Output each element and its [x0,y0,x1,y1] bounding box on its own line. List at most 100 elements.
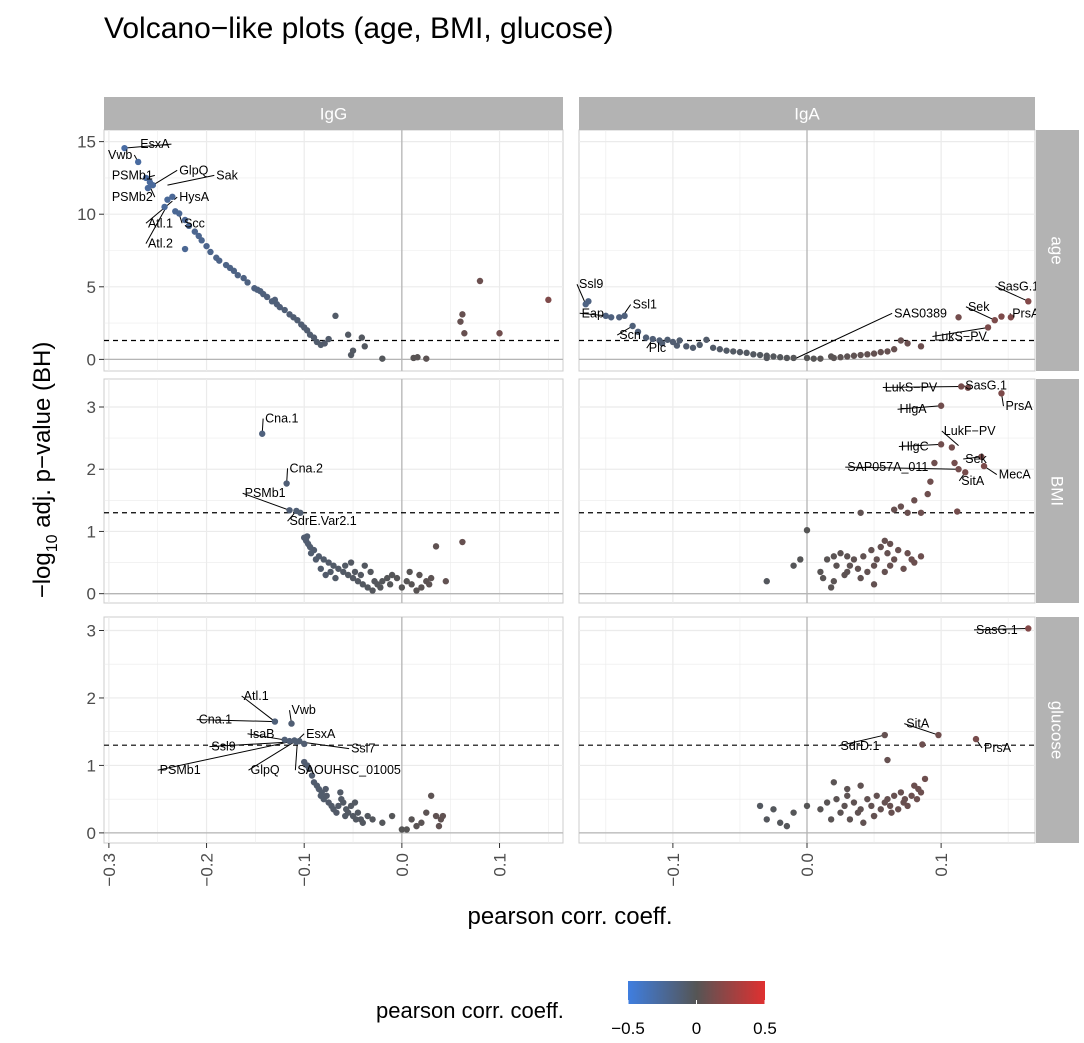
strip-label-iga: IgA [794,105,820,124]
data-point [937,402,945,409]
data-point [317,792,325,799]
leader-Atl.1 [145,200,173,224]
point-label-Scc: Scc [184,216,205,230]
data-point [325,559,332,566]
data-point [844,553,851,560]
data-point [181,245,189,253]
strip-glucose [1036,617,1079,843]
data-point [881,731,888,739]
data-point [240,274,247,282]
data-point [803,354,811,362]
data-point [332,312,339,320]
data-point [901,795,909,803]
point-label-SdrD.1: SdrD.1 [841,739,880,753]
data-point [763,578,770,585]
y-tick-label: 2 [87,689,96,708]
strip-label-age: age [1048,236,1067,264]
data-point [841,802,848,810]
data-point [349,574,357,582]
data-point [844,785,851,793]
x-tick-label: −0.1 [664,853,683,887]
data-point [207,248,214,256]
data-point [854,565,862,572]
data-point [352,816,360,823]
data-point [426,581,433,588]
data-point [736,348,744,356]
data-point [924,490,931,498]
data-point [857,351,864,359]
data-point [142,174,150,182]
data-point [386,581,394,588]
points [271,718,447,833]
data-point [857,574,864,582]
data-point [884,348,891,355]
data-point [276,303,283,311]
y-tick-label: 15 [77,133,96,152]
panel-igg-glucose: Atl.1 Vwb Cna.1 IsaB EsxA Ssl9 Ssl7 PSMb1 GlpQ SA… [87,616,564,887]
data-point [369,587,376,594]
data-point [288,720,295,727]
leader-PSMb1 [157,741,290,771]
data-point [476,277,484,285]
data-point [756,802,764,810]
data-point [658,340,666,347]
data-point [870,350,878,357]
data-point [972,735,980,743]
y-tick-label: 3 [87,398,96,417]
data-point [616,314,623,321]
panel-igg-bmi: Cna.1 Cna.2 PSMb1 SdrE.Var2.1 0 1 2 3 [87,378,564,604]
point-label-Ssl9: Ssl9 [211,740,235,754]
point-label-PSMb2: PSMb2 [112,190,153,204]
leader-SAOUHSC_01005 [294,741,298,771]
data-point [379,819,386,826]
data-point [459,311,466,318]
point-label-Atl.2: Atl.2 [148,237,173,251]
data-point [897,337,905,344]
data-point [649,335,656,343]
data-point [244,279,251,286]
label-leaders [124,143,215,244]
data-point [408,581,415,588]
data-point [915,785,922,793]
data-point [850,556,858,563]
data-point [413,587,420,594]
point-label-Ssl1: Ssl1 [633,298,657,312]
data-point [377,584,384,591]
point-label-SAOUHSC_01005: SAOUHSC_01005 [297,763,401,777]
data-point [403,826,410,833]
data-point [423,809,430,816]
data-point [890,346,898,353]
data-point [296,737,303,745]
point-label-PSMb1: PSMb1 [112,168,153,182]
leader-GlpQ [152,169,178,186]
data-point [951,459,958,467]
y-tick-label: 2 [87,460,96,479]
data-point [955,466,962,473]
data-point [886,802,894,810]
data-point [354,578,362,585]
data-point [870,581,878,588]
data-point [398,584,406,591]
data-point [342,562,349,569]
data-point [897,503,905,510]
leader-Cna.1 [196,719,275,723]
data-point [984,324,992,331]
data-point [305,765,313,772]
data-point [676,337,683,344]
data-point [642,334,650,341]
data-point [900,565,907,572]
data-point [964,384,972,391]
data-point [340,568,347,576]
data-point [723,347,730,354]
data-point [877,543,884,551]
data-point [877,348,884,356]
data-point [175,210,183,217]
data-point [827,584,835,591]
point-label-PrsA: PrsA [984,741,1012,755]
y-axis-title-subscript: 10 [44,534,61,552]
y-tick-label: 1 [87,756,96,775]
data-point [908,792,915,799]
data-point [263,293,271,301]
data-point [917,509,925,516]
